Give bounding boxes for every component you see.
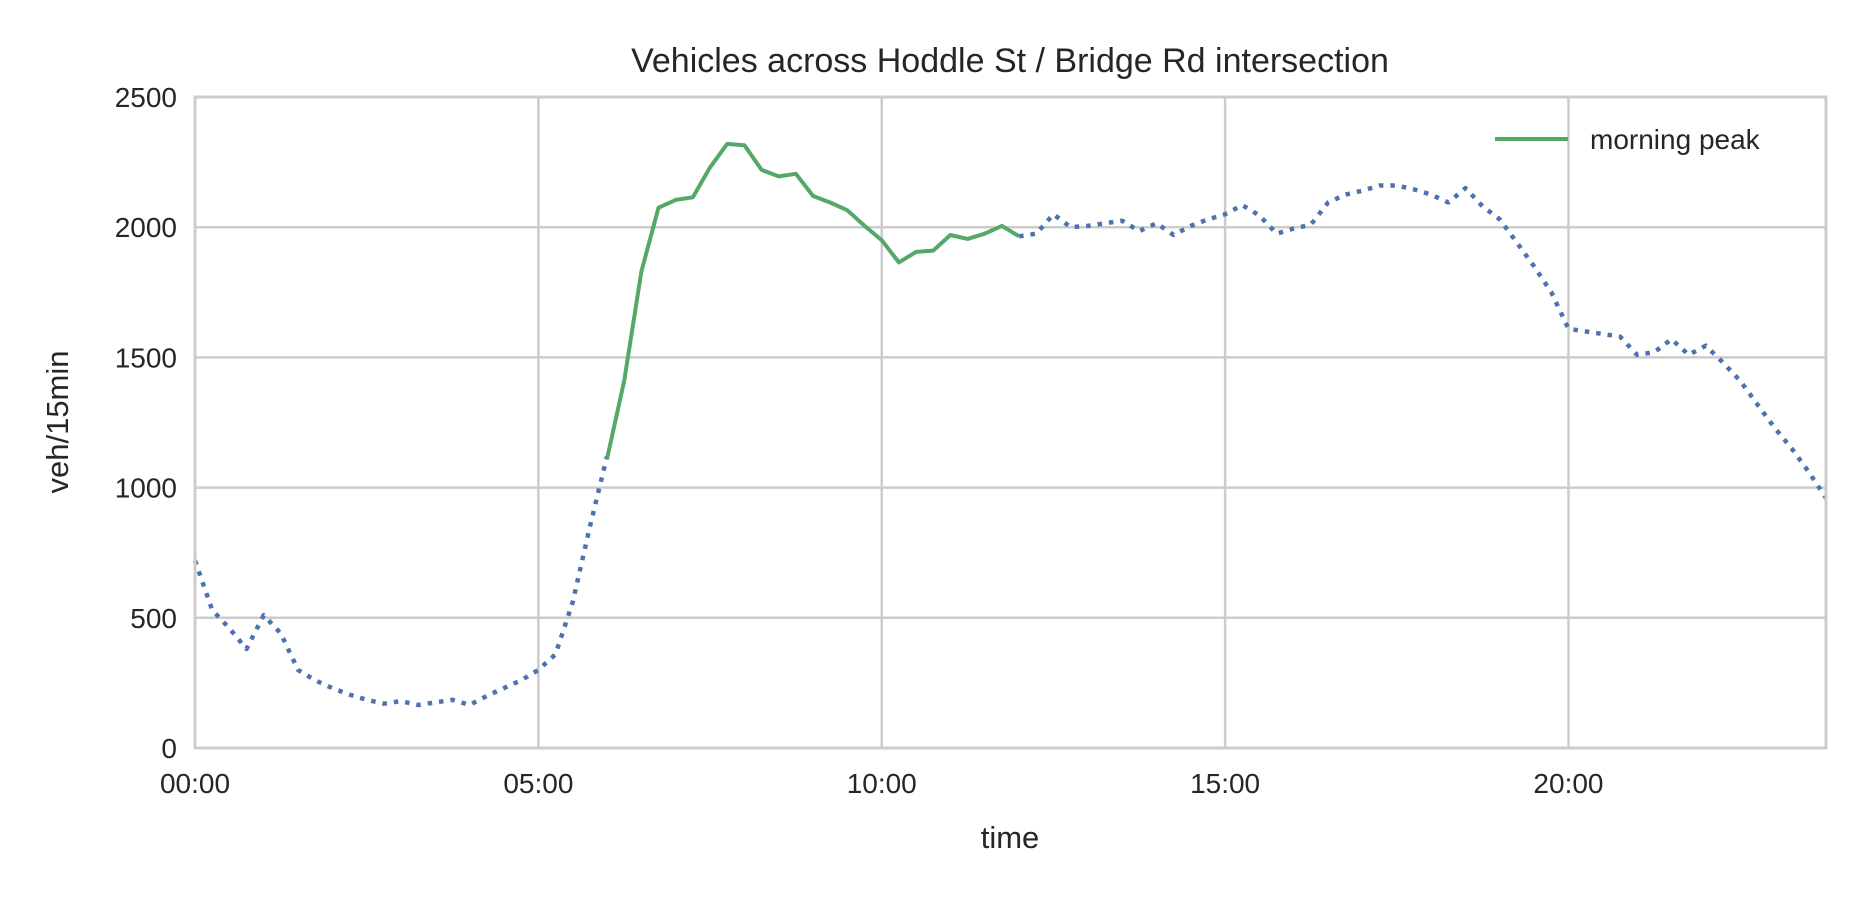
series-line-segment-1 xyxy=(192,455,610,708)
x-tick-label: 00:00 xyxy=(160,768,230,799)
y-axis-label: veh/15min xyxy=(40,350,75,493)
grid-lines xyxy=(193,95,1826,750)
plot-frame xyxy=(193,95,1828,750)
chart-title: Vehicles across Hoddle St / Bridge Rd in… xyxy=(631,42,1389,80)
y-tick-label: 500 xyxy=(130,603,177,634)
x-tick-label: 10:00 xyxy=(847,768,917,799)
x-tick-labels: 00:00 05:00 10:00 15:00 20:00 xyxy=(160,768,1604,799)
legend: morning peak xyxy=(1495,124,1761,155)
x-tick-label: 20:00 xyxy=(1533,768,1603,799)
x-tick-label: 15:00 xyxy=(1190,768,1260,799)
series-line-segment-3 xyxy=(1018,183,1828,500)
y-tick-label: 2000 xyxy=(115,212,177,243)
y-tick-labels: 0 500 1000 1500 2000 2500 xyxy=(115,82,177,764)
y-tick-label: 2500 xyxy=(115,82,177,113)
series-line-morning-peak xyxy=(605,141,1021,460)
x-tick-label: 05:00 xyxy=(503,768,573,799)
y-tick-label: 1000 xyxy=(115,473,177,504)
data-series xyxy=(192,141,1828,708)
x-axis-label: time xyxy=(981,820,1040,855)
y-tick-label: 0 xyxy=(161,733,177,764)
legend-label-morning-peak: morning peak xyxy=(1590,124,1761,155)
y-tick-label: 1500 xyxy=(115,342,177,373)
